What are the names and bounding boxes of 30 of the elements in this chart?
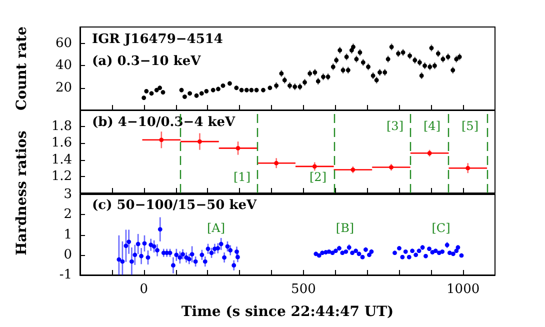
x-tick-label: 0	[140, 282, 148, 297]
annotation: [A]	[206, 221, 226, 235]
y-tick-label: 1.8	[51, 119, 72, 134]
annotation: [2]	[310, 170, 326, 184]
text: IGR J16479−4514	[92, 32, 223, 47]
annotation: [4]	[424, 119, 440, 133]
y-tick-label: 2	[64, 207, 72, 222]
annotation: [C]	[432, 221, 450, 235]
y-tick-label: 1.4	[51, 152, 72, 168]
y-tick-label: -1	[59, 268, 72, 282]
chart-title: (b) 4−10/0.3−4 keV	[92, 115, 236, 130]
annotation: [B]	[336, 221, 354, 235]
y-tick-label: 20	[55, 80, 72, 96]
y-axis-title: Count rate	[14, 26, 30, 110]
x-axis-title: Time (s since 22:44:47 UT)	[181, 304, 394, 320]
y-tick-label: 1.2	[51, 168, 72, 184]
y-tick-label: 40	[55, 58, 72, 74]
text: (a) 0.3−10 keV	[92, 54, 202, 69]
y-tick-label: 0	[64, 247, 72, 262]
annotation: [5]	[462, 119, 478, 133]
y-tick-label: 60	[55, 36, 72, 52]
y-axis-title: Hardness ratios	[14, 130, 30, 256]
annotation: [1]	[234, 170, 250, 184]
y-tick-label: 1	[64, 227, 72, 242]
y-tick-label: 3	[64, 187, 72, 202]
x-tick-label: 1000	[446, 282, 480, 297]
chart-title: (c) 50−100/15−50 keV	[92, 198, 258, 213]
y-tick-label: 1.6	[51, 136, 72, 151]
annotation: [3]	[386, 119, 404, 133]
x-tick-label: 500	[291, 282, 316, 297]
